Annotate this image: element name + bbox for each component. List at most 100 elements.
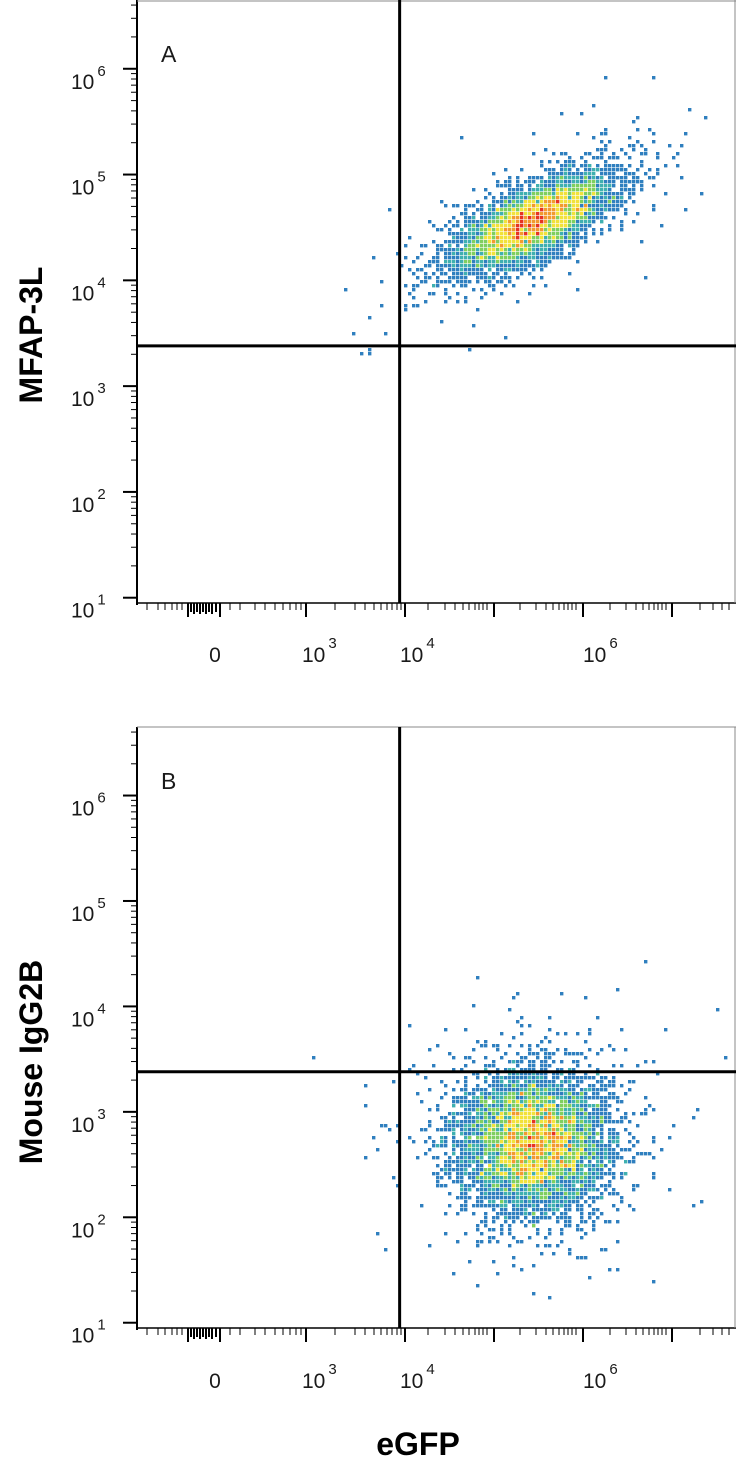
density-cell — [496, 180, 500, 184]
density-cell — [536, 1184, 540, 1188]
density-cell — [592, 228, 596, 232]
density-cell — [476, 1108, 480, 1112]
density-cell — [488, 216, 492, 220]
density-cell — [484, 1140, 488, 1144]
density-cell — [548, 1096, 552, 1100]
density-cell — [600, 1124, 604, 1128]
density-cell — [612, 1128, 616, 1132]
density-cell — [536, 1200, 540, 1204]
density-cell — [560, 1148, 564, 1152]
density-cell — [576, 1064, 580, 1068]
density-cell — [556, 244, 560, 248]
density-cell — [592, 1176, 596, 1180]
density-cell — [588, 1132, 592, 1136]
density-cell — [584, 184, 588, 188]
density-cell — [588, 1088, 592, 1092]
density-cell — [524, 1200, 528, 1204]
density-cell — [524, 1176, 528, 1180]
density-cell — [568, 1108, 572, 1112]
density-cell — [412, 260, 416, 264]
density-cell — [484, 196, 488, 200]
density-cell — [516, 1196, 520, 1200]
density-cell — [528, 1212, 532, 1216]
density-cell — [576, 1080, 580, 1084]
density-cell — [432, 272, 436, 276]
density-cell — [556, 1108, 560, 1112]
density-cell — [484, 264, 488, 268]
density-cell — [488, 1104, 492, 1108]
density-cell — [532, 1188, 536, 1192]
density-cell — [504, 252, 508, 256]
density-cell — [476, 976, 480, 980]
density-cell — [624, 184, 628, 188]
density-cell — [600, 176, 604, 180]
density-cell — [464, 1124, 468, 1128]
density-cell — [504, 1204, 508, 1208]
density-cell — [424, 272, 428, 276]
density-cell — [640, 152, 644, 156]
density-cell — [472, 1180, 476, 1184]
density-cell — [576, 208, 580, 212]
density-cell — [560, 252, 564, 256]
density-cell — [520, 256, 524, 260]
density-cell — [460, 248, 464, 252]
density-cell — [528, 1096, 532, 1100]
density-cell — [512, 200, 516, 204]
density-cell — [540, 200, 544, 204]
density-cell — [572, 1124, 576, 1128]
density-cell — [504, 236, 508, 240]
density-cell — [596, 1160, 600, 1164]
density-cell — [548, 1080, 552, 1084]
y-tick-label: 10 5 — [71, 169, 106, 200]
density-cell — [476, 1172, 480, 1176]
density-cell — [528, 236, 532, 240]
density-cell — [536, 1176, 540, 1180]
density-cell — [448, 244, 452, 248]
density-cell — [536, 192, 540, 196]
density-cell — [608, 1128, 612, 1132]
density-cell — [424, 276, 428, 280]
density-cell — [656, 152, 660, 156]
density-cell — [612, 1076, 616, 1080]
density-cell — [564, 1076, 568, 1080]
density-cell — [448, 220, 452, 224]
density-cell — [604, 172, 608, 176]
density-cell — [568, 240, 572, 244]
density-cell — [416, 256, 420, 260]
density-cell — [524, 1084, 528, 1088]
density-cell — [452, 1272, 456, 1276]
density-cell — [532, 1100, 536, 1104]
density-cell — [528, 244, 532, 248]
density-cell — [536, 1168, 540, 1172]
density-cell — [492, 240, 496, 244]
density-cell — [520, 1196, 524, 1200]
density-cell — [564, 1148, 568, 1152]
density-cell — [572, 176, 576, 180]
density-cell — [608, 1104, 612, 1108]
density-cell — [632, 1188, 636, 1192]
density-cell — [580, 1188, 584, 1192]
density-cell — [464, 1156, 468, 1160]
density-cell — [596, 164, 600, 168]
density-cell — [448, 1172, 452, 1176]
density-cell — [496, 1216, 500, 1220]
density-cell — [556, 1132, 560, 1136]
density-cell — [548, 180, 552, 184]
density-cell — [452, 260, 456, 264]
density-cell — [440, 1116, 444, 1120]
density-cell — [600, 1148, 604, 1152]
density-cell — [560, 1240, 564, 1244]
density-cell — [488, 1164, 492, 1168]
density-cell — [464, 208, 468, 212]
density-cell — [480, 1140, 484, 1144]
y-tick-label: 10 3 — [71, 380, 106, 411]
density-cell — [496, 232, 500, 236]
density-cell — [496, 1136, 500, 1140]
density-cell — [592, 1164, 596, 1168]
density-cell — [568, 1168, 572, 1172]
density-cell — [580, 1120, 584, 1124]
density-cell — [532, 244, 536, 248]
density-cell — [520, 184, 524, 188]
density-cell — [496, 1152, 500, 1156]
